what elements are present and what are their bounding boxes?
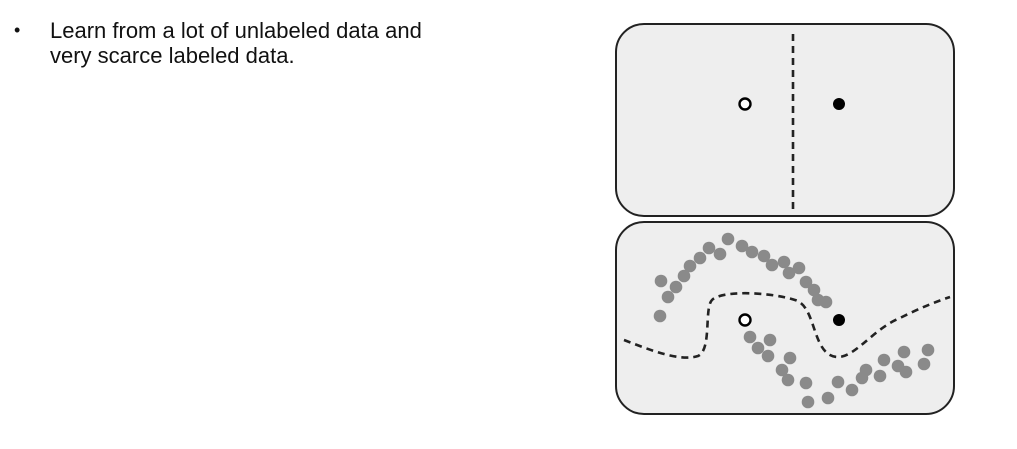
unlabeled-point (775, 363, 789, 377)
bullet-text: Learn from a lot of unlabeled data and v… (50, 18, 422, 68)
unlabeled-point (859, 363, 873, 377)
unlabeled-point (807, 283, 821, 297)
labeled-point-class-a-bottom (738, 313, 752, 327)
unlabeled-point (763, 333, 777, 347)
unlabeled-point (745, 245, 759, 259)
labeled-point-class-b-bottom (833, 314, 845, 326)
unlabeled-point (782, 266, 796, 280)
unlabeled-point (917, 357, 931, 371)
unlabeled-point (873, 369, 887, 383)
unlabeled-point (821, 391, 835, 405)
unlabeled-point (693, 251, 707, 265)
unlabeled-point (877, 353, 891, 367)
unlabeled-point (899, 365, 913, 379)
unlabeled-point (677, 269, 691, 283)
bullet-marker: • (14, 20, 21, 40)
bottom-decision-boundary (623, 291, 951, 359)
unlabeled-point (781, 373, 795, 387)
unlabeled-point (897, 345, 911, 359)
labeled-point-class-b (833, 98, 845, 110)
unlabeled-point (801, 395, 815, 409)
unlabeled-point (831, 375, 845, 389)
unlabeled-point (921, 343, 935, 357)
bullet-item: • Learn from a lot of unlabeled data and… (14, 18, 534, 68)
labeled-point-class-a (738, 97, 752, 111)
unlabeled-point (743, 330, 757, 344)
unlabeled-point (654, 274, 668, 288)
unlabeled-point (783, 351, 797, 365)
unlabeled-point (792, 261, 806, 275)
unlabeled-point (819, 295, 833, 309)
unlabeled-point (669, 280, 683, 294)
unlabeled-point (799, 376, 813, 390)
unlabeled-point (721, 232, 735, 246)
unlabeled-point (799, 275, 813, 289)
unlabeled-point (761, 349, 775, 363)
unlabeled-point (661, 290, 675, 304)
unlabeled-point (653, 309, 667, 323)
unlabeled-point (777, 255, 791, 269)
unlabeled-point (735, 239, 749, 253)
unlabeled-point (702, 241, 716, 255)
unlabeled-point (751, 341, 765, 355)
unlabeled-point (845, 383, 859, 397)
top-panel (615, 23, 955, 217)
unlabeled-point (683, 259, 697, 273)
unlabeled-point (713, 247, 727, 261)
unlabeled-points (653, 232, 935, 409)
unlabeled-point (765, 258, 779, 272)
unlabeled-point (757, 249, 771, 263)
